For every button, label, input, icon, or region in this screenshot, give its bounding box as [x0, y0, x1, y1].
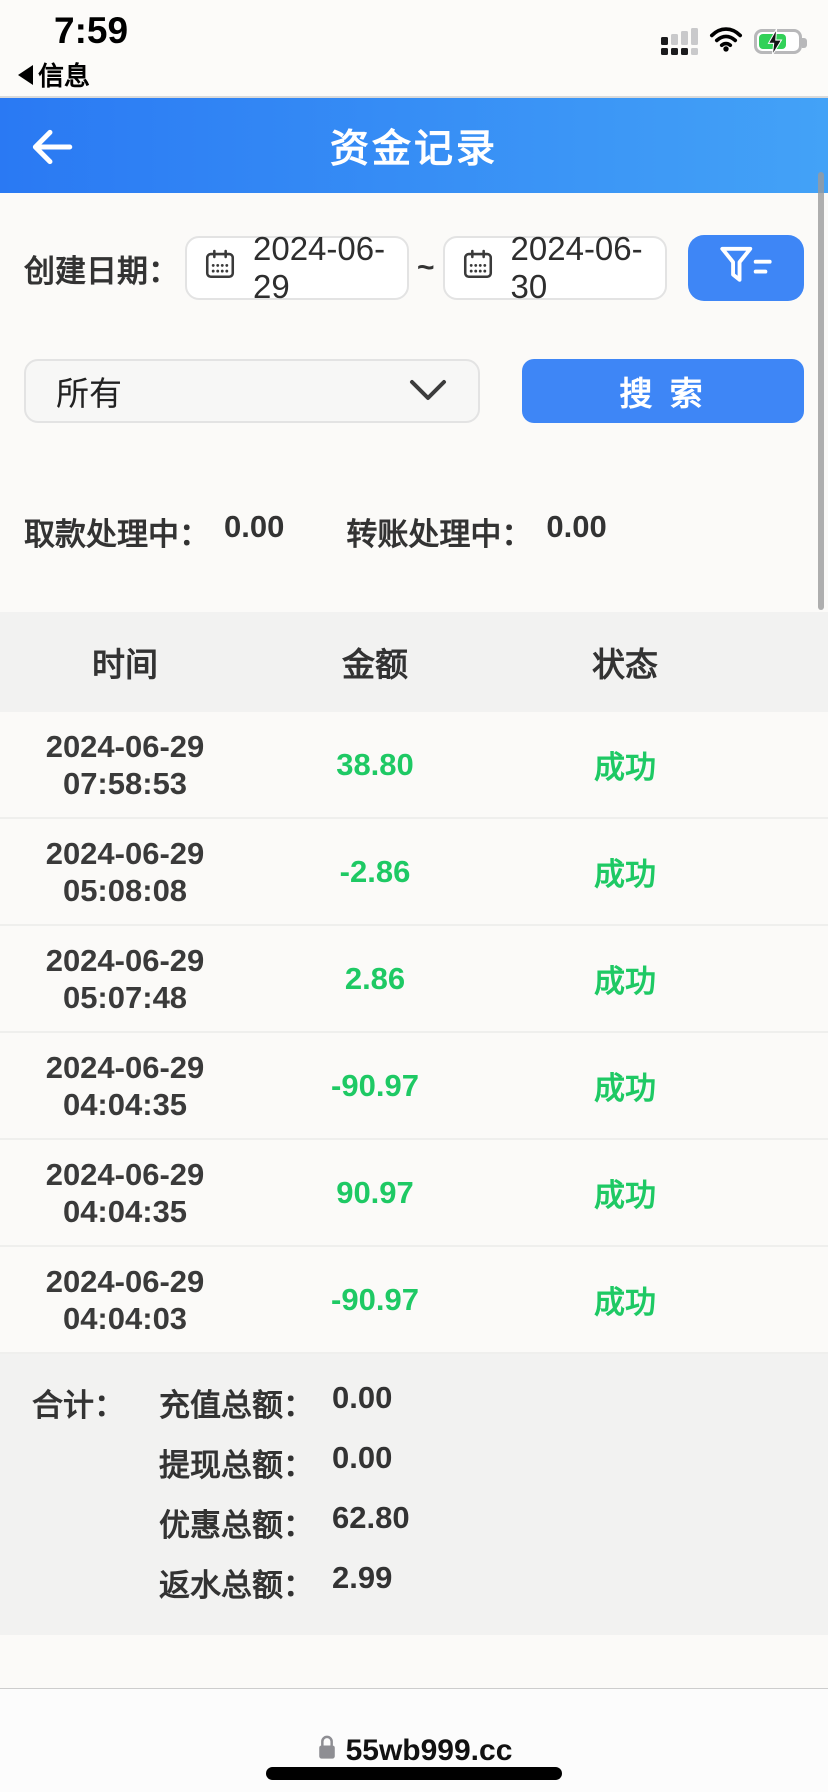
row-date: 2024-06-29 — [45, 1156, 205, 1192]
bonus-total-value: 62.80 — [332, 1500, 410, 1535]
date-range-label: 创建日期： — [24, 253, 179, 289]
column-header-time: 时间 — [92, 646, 158, 683]
url-bar[interactable]: 55wb999.cc — [316, 1709, 513, 1792]
back-arrow-icon[interactable] — [26, 122, 76, 177]
row-status: 成功 — [594, 964, 656, 999]
row-date: 2024-06-29 — [45, 1049, 205, 1085]
table-row[interactable]: 2024-06-29 04:04:35 90.97 成功 — [0, 1140, 828, 1247]
records-table: 时间 金额 状态 2024-06-29 07:58:53 38.80 成功 20… — [0, 612, 828, 1354]
status-bar: 7:59 信息 — [0, 0, 828, 96]
row-status: 成功 — [594, 857, 656, 892]
table-header: 时间 金额 状态 — [0, 612, 828, 712]
summary-label: 合计： — [32, 1388, 125, 1423]
row-date: 2024-06-29 — [45, 942, 205, 978]
battery-charging-icon — [754, 28, 807, 56]
row-amount: 38.80 — [336, 746, 414, 782]
calendar-icon — [203, 247, 237, 289]
totals-summary: 合计： 充值总额： 0.00 提现总额： 0.00 优惠总额： 62.80 返水… — [0, 1354, 828, 1635]
clock: 7:59 — [54, 10, 129, 51]
date-from-value: 2024-06-29 — [253, 230, 386, 305]
row-time: 05:08:08 — [62, 872, 188, 908]
row-date: 2024-06-29 — [45, 728, 205, 764]
table-row[interactable]: 2024-06-29 05:07:48 2.86 成功 — [0, 926, 828, 1033]
lock-icon — [316, 1733, 338, 1769]
row-status: 成功 — [594, 1285, 656, 1320]
back-triangle-icon — [18, 64, 33, 85]
home-indicator[interactable] — [266, 1767, 562, 1780]
deposit-total-value: 0.00 — [332, 1380, 393, 1415]
type-filter-row: 所有 搜 索 — [24, 359, 804, 423]
app-header: 资金记录 — [0, 96, 828, 193]
date-to-value: 2024-06-30 — [510, 230, 643, 305]
date-filter-row: 创建日期： 2024-06-29 ~ — [24, 230, 804, 305]
processing-amounts: 取款处理中： 0.00 转账处理中： 0.00 — [24, 509, 828, 554]
rebate-total-value: 2.99 — [332, 1560, 393, 1595]
withdraw-total-value: 0.00 — [332, 1440, 393, 1475]
deposit-total-label: 充值总额： — [159, 1388, 314, 1423]
withdraw-processing-value: 0.00 — [224, 509, 285, 544]
column-header-amount: 金额 — [342, 646, 408, 683]
page-title: 资金记录 — [329, 127, 498, 171]
table-row[interactable]: 2024-06-29 07:58:53 38.80 成功 — [0, 712, 828, 819]
table-row[interactable]: 2024-06-29 04:04:35 -90.97 成功 — [0, 1033, 828, 1140]
row-time: 04:04:35 — [62, 1193, 188, 1229]
search-button[interactable]: 搜 索 — [522, 359, 804, 423]
rebate-total-label: 返水总额： — [159, 1568, 314, 1603]
funnel-filter-icon — [718, 244, 774, 293]
url-text: 55wb999.cc — [345, 1733, 513, 1767]
chevron-down-icon — [408, 372, 448, 410]
range-separator: ~ — [417, 251, 435, 284]
row-status: 成功 — [594, 1071, 656, 1106]
row-time: 04:04:35 — [62, 1086, 188, 1122]
back-to-app[interactable]: 信息 — [18, 56, 90, 93]
row-time: 07:58:53 — [62, 765, 188, 801]
search-button-label: 搜 索 — [619, 375, 707, 412]
row-amount: -90.97 — [331, 1281, 419, 1317]
table-row[interactable]: 2024-06-29 04:04:03 -90.97 成功 — [0, 1247, 828, 1354]
row-status: 成功 — [594, 1178, 656, 1213]
row-amount: 2.86 — [344, 960, 406, 996]
type-select[interactable]: 所有 — [24, 359, 480, 423]
filter-button[interactable] — [688, 235, 804, 301]
transfer-processing-value: 0.00 — [546, 509, 607, 544]
table-row[interactable]: 2024-06-29 05:08:08 -2.86 成功 — [0, 819, 828, 926]
withdraw-processing-label: 取款处理中： — [24, 517, 210, 552]
status-icons — [661, 26, 807, 57]
wifi-icon — [709, 26, 743, 57]
cellular-signal-icon — [661, 28, 698, 55]
row-date: 2024-06-29 — [45, 835, 205, 871]
scrollbar-thumb[interactable] — [818, 172, 824, 610]
date-from-input[interactable]: 2024-06-29 — [185, 230, 409, 305]
column-header-status: 状态 — [592, 646, 658, 683]
row-amount: -90.97 — [331, 1067, 419, 1103]
row-amount: -2.86 — [339, 853, 411, 889]
row-time: 05:07:48 — [62, 979, 188, 1015]
date-to-input[interactable]: 2024-06-30 — [442, 230, 667, 305]
row-time: 04:04:03 — [62, 1300, 188, 1336]
back-app-label: 信息 — [38, 61, 91, 91]
transfer-processing-label: 转账处理中： — [346, 517, 533, 552]
row-status: 成功 — [594, 750, 656, 785]
type-select-value: 所有 — [56, 375, 122, 412]
withdraw-total-label: 提现总额： — [159, 1448, 314, 1483]
row-date: 2024-06-29 — [45, 1263, 205, 1299]
bonus-total-label: 优惠总额： — [159, 1508, 314, 1543]
row-amount: 90.97 — [336, 1174, 414, 1210]
calendar-icon — [461, 247, 495, 289]
